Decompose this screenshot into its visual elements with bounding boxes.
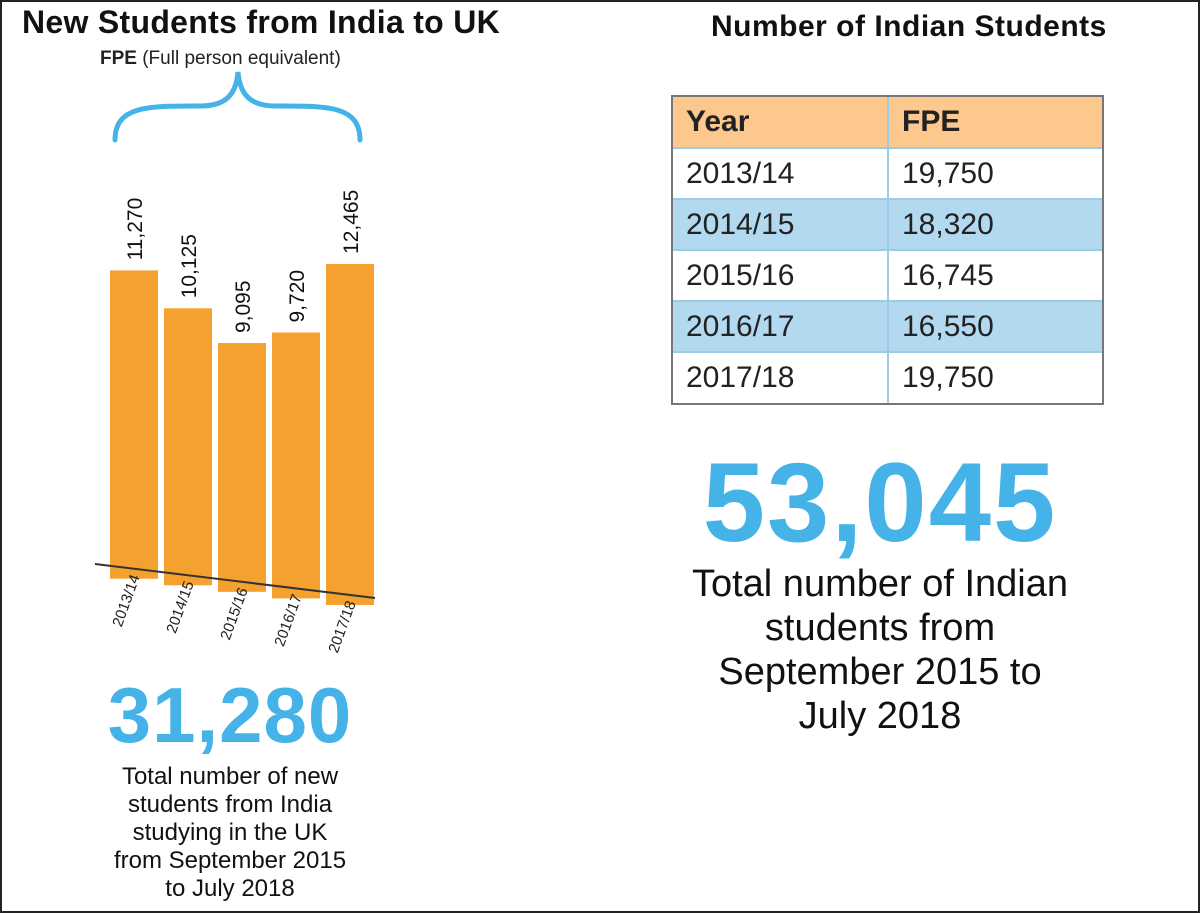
bar-2016/17 [272, 332, 320, 599]
category-tick-label: 2013/14 [109, 572, 144, 629]
table-title: Number of Indian Students [711, 10, 1107, 43]
indian-students-caption: Total number of Indian students from Sep… [640, 562, 1120, 738]
table-header-row: Year FPE [673, 97, 1102, 148]
year-cell: 2015/16 [673, 250, 889, 301]
bar-chart: 11,270 2013/14 10,125 2014/15 9,095 2015/16 9,… [94, 71, 376, 656]
caption-line: September 2015 to [718, 651, 1042, 693]
caption-line: students from [764, 607, 996, 649]
caption-line: Total number of Indian [691, 563, 1068, 605]
new-students-caption: Total number of new students from India … [70, 763, 390, 903]
curly-brace [112, 71, 363, 143]
bar-value-label: 9,095 [232, 280, 255, 333]
bar-value-label: 12,465 [340, 190, 363, 254]
category-tick-label: 2014/15 [163, 579, 198, 636]
table-row: 2016/17 16,550 [673, 301, 1102, 352]
column-header-fpe: FPE [888, 97, 1102, 148]
year-cell: 2017/18 [673, 352, 889, 403]
caption-line: students from India [127, 791, 333, 818]
category-tick-label: 2016/17 [271, 592, 306, 649]
table-row: 2017/18 19,750 [673, 352, 1102, 403]
caption-line: Total number of new [121, 763, 339, 790]
fpe-cell: 16,745 [902, 258, 994, 292]
table-row: 2013/14 19,750 [673, 148, 1102, 199]
fpe-cell: 16,550 [888, 301, 1102, 352]
year-cell: 2013/14 [673, 148, 889, 199]
bar-2013/14 [110, 270, 158, 579]
indian-students-total: 53,045 [702, 440, 1058, 565]
column-header-year: Year [673, 97, 889, 148]
category-tick-label: 2015/16 [217, 585, 252, 642]
table-row: 2015/16 16,745 [673, 250, 1102, 301]
bar-value-label: 9,720 [286, 270, 309, 323]
fpe-abbrev: FPE [100, 48, 137, 69]
fpe-cell: 18,320 [888, 199, 1102, 250]
year-cell: 2014/15 [673, 199, 889, 250]
bar-2014/15 [164, 308, 212, 586]
year-cell: 2016/17 [673, 301, 889, 352]
bar-chart-subtitle: FPE (Full person equivalent) [100, 48, 341, 70]
category-tick-label: 2017/18 [325, 599, 360, 656]
caption-line: July 2018 [798, 695, 962, 737]
fpe-definition: (Full person equivalent) [142, 48, 341, 69]
bar-chart-title: New Students from India to UK [22, 4, 501, 40]
bar-2015/16 [218, 343, 266, 592]
new-students-total: 31,280 [107, 671, 353, 759]
students-table: Year FPE 2013/14 19,750 2014/15 18,320 2… [671, 95, 1104, 405]
table-row: 2014/15 18,320 [673, 199, 1102, 250]
bar-value-label: 11,270 [124, 198, 147, 261]
chart-baseline [94, 563, 376, 599]
fpe-cell: 19,750 [902, 156, 994, 190]
caption-line: from September 2015 [113, 847, 347, 874]
fpe-cell: 19,750 [902, 361, 994, 394]
caption-line: to July 2018 [165, 875, 295, 902]
caption-line: studying in the UK [132, 819, 328, 846]
bar-value-label: 10,125 [178, 234, 201, 298]
bar-2017/18 [326, 263, 374, 605]
